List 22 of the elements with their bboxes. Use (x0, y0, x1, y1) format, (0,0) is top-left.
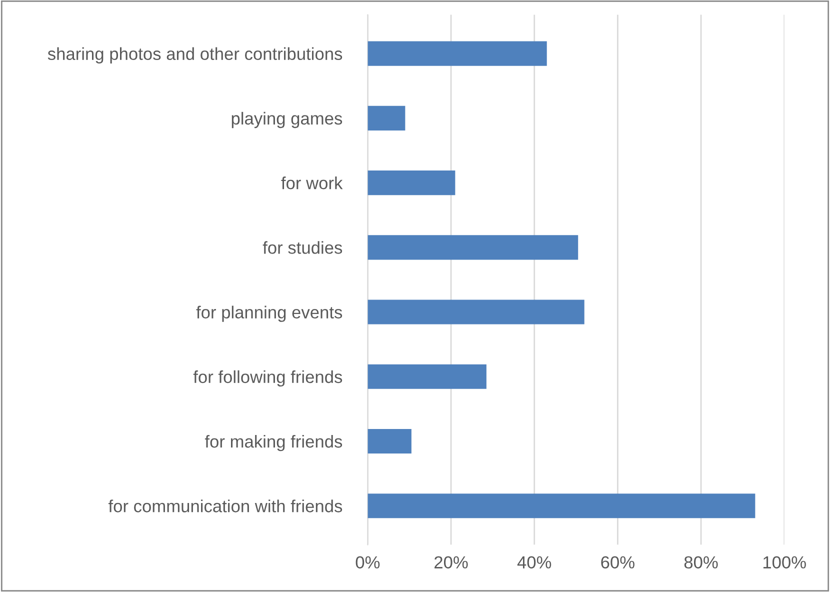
y-tick-label: for planning events (196, 306, 342, 322)
bar (368, 41, 547, 66)
x-tick-label: 100% (763, 556, 806, 569)
y-tick-label: for following friends (193, 370, 342, 387)
x-tick-label: 60% (601, 556, 634, 569)
x-tick-label: 80% (684, 556, 718, 569)
bar (368, 235, 578, 260)
y-tick-label: for studies (262, 241, 342, 254)
y-tick-label: playing games (232, 112, 342, 128)
bar (368, 300, 584, 324)
bar (368, 428, 412, 454)
y-tick-label: sharing photos and other contributions (48, 47, 342, 64)
x-tick-label: 0% (356, 556, 380, 569)
y-tick-label: for making friends (204, 434, 342, 452)
y-tick-label: for communication with friends (108, 500, 342, 512)
bar (368, 170, 456, 196)
bar (368, 364, 486, 389)
bar (368, 106, 406, 130)
bar (368, 494, 756, 518)
y-tick-label: for work (281, 176, 343, 190)
x-tick-label: 20% (434, 556, 468, 569)
x-tick-label: 40% (517, 556, 552, 569)
